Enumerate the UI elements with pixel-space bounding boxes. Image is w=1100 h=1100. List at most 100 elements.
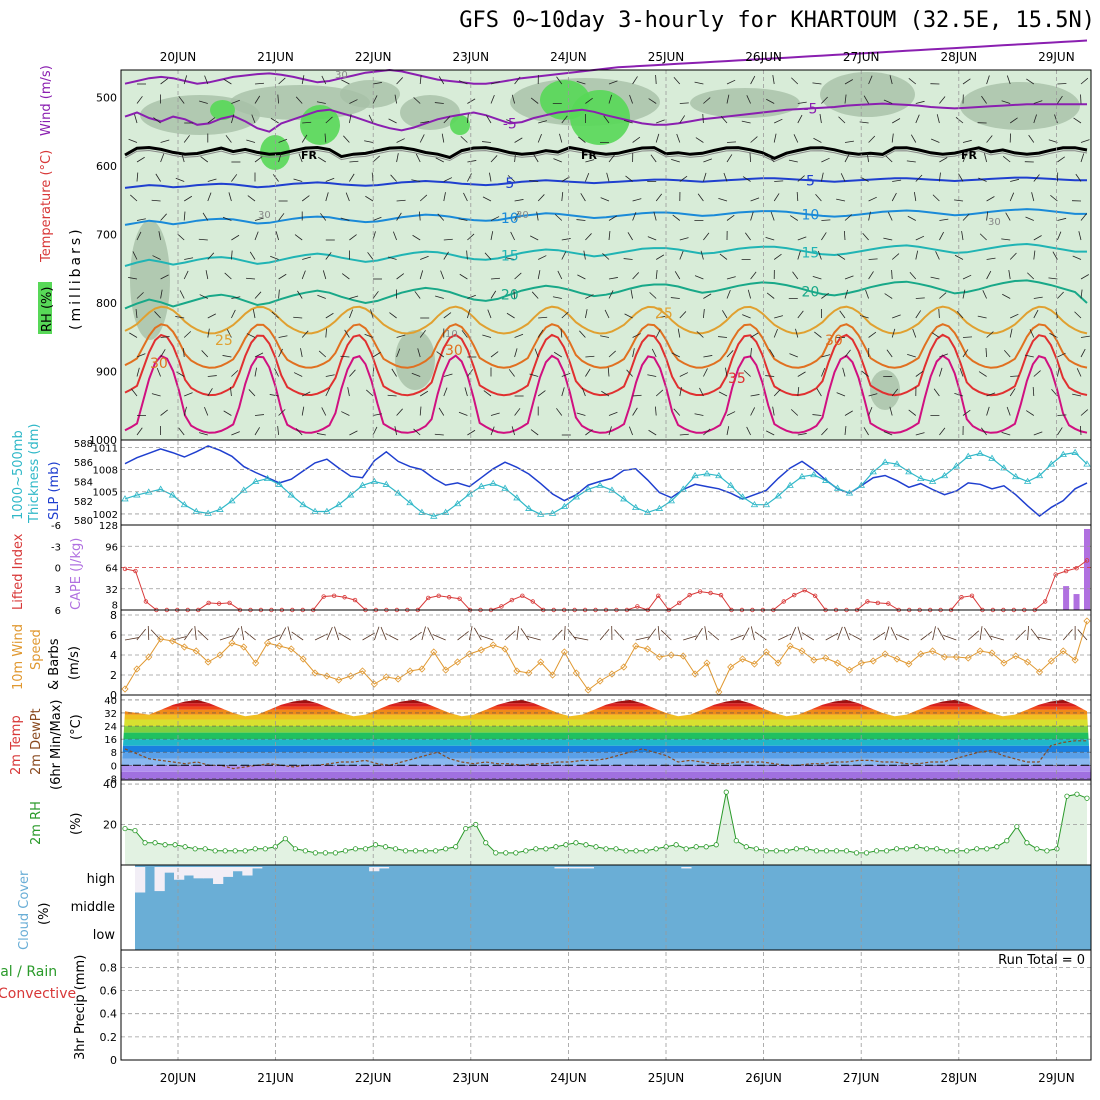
- rh-point: [873, 848, 880, 854]
- isotherm-label: 10: [802, 208, 820, 224]
- surface-wind-barb: [184, 628, 193, 641]
- wind-barb: [774, 315, 783, 319]
- wind-barb: [341, 79, 350, 85]
- rh-point: [843, 848, 850, 854]
- wind-speed-point: [477, 646, 485, 654]
- wind-barb: [844, 275, 854, 280]
- wind-speed-point: [584, 686, 592, 694]
- isotherm-line: [124, 208, 1087, 226]
- wind-barb: [533, 154, 539, 163]
- wind-barb: [440, 270, 445, 280]
- wind-barb: [341, 411, 350, 416]
- wind-barb: [797, 250, 801, 260]
- wind-barb: [1033, 174, 1040, 182]
- rh-contour-label: 30: [516, 210, 529, 221]
- wind-barb: [538, 255, 547, 260]
- wind-barb: [821, 368, 826, 377]
- wind-barb: [718, 197, 728, 202]
- rh-shading-high: [210, 100, 235, 120]
- surface-wind-barb: [172, 636, 187, 641]
- wind-barb: [606, 172, 610, 182]
- temp-band: [121, 719, 1091, 727]
- wind-barb: [484, 252, 492, 260]
- li-point: [436, 593, 441, 599]
- wind-barb: [772, 406, 775, 416]
- wind-barb: [958, 173, 964, 182]
- y-label: Speed: [29, 629, 44, 670]
- wind-barb: [419, 390, 429, 397]
- rh-point: [292, 846, 298, 852]
- wind-barb: [695, 137, 704, 143]
- wind-barb: [868, 331, 877, 338]
- wind-barb: [1003, 349, 1011, 358]
- rh-point: [984, 846, 990, 852]
- wind-barb: [132, 251, 138, 260]
- wind-barb: [482, 196, 492, 202]
- wind-barb: [962, 213, 970, 221]
- day-label-top: 24JUN: [550, 50, 587, 64]
- wind-barb: [774, 180, 784, 182]
- wind-barb: [434, 102, 444, 104]
- surface-wind-barb: [457, 631, 469, 641]
- rh-point: [633, 848, 639, 854]
- wind-barb: [231, 114, 235, 124]
- wind-barb: [228, 192, 232, 202]
- thickness-point: [845, 489, 854, 496]
- surface-wind-barb: [409, 631, 422, 641]
- wind-barb: [223, 410, 232, 416]
- wind-barb: [696, 331, 704, 338]
- surface-wind-barb: [564, 625, 566, 641]
- wind-barb: [1033, 250, 1036, 260]
- day-label-top: 23JUN: [453, 50, 490, 64]
- wind-barb: [718, 336, 728, 338]
- li-point: [812, 593, 818, 599]
- wind-barb: [1075, 173, 1082, 182]
- wind-barb: [278, 273, 287, 280]
- wind-barb: [746, 426, 751, 436]
- wind-barb: [204, 75, 209, 85]
- isotherm-label: 20: [501, 288, 519, 304]
- day-label-top: 29JUN: [1038, 50, 1075, 64]
- wind-speed-point: [905, 660, 913, 668]
- wind-barb: [774, 118, 783, 124]
- y-label: (%): [69, 813, 84, 836]
- wind-barb: [435, 295, 444, 299]
- wind-barb: [419, 270, 424, 280]
- wind-barb: [679, 251, 684, 260]
- rh-point: [382, 844, 389, 850]
- wind-barb: [861, 370, 869, 377]
- wind-barb: [1052, 251, 1058, 260]
- isotherm-label: 5: [806, 173, 815, 189]
- wind-barb: [741, 120, 751, 124]
- wind-barb: [419, 406, 422, 416]
- precip-y-tick: 0.6: [100, 985, 118, 998]
- wind-barb: [671, 158, 680, 163]
- wind-barb: [231, 296, 241, 299]
- wind-barb: [722, 310, 728, 319]
- wind-barb: [915, 370, 924, 377]
- y-label: (6hr Min/Max): [49, 700, 64, 790]
- rh-point: [573, 840, 579, 846]
- wind-barb: [1078, 231, 1082, 241]
- cape-y-tick: 8: [112, 601, 118, 612]
- wind-barb: [915, 114, 920, 124]
- wind-barb: [1031, 192, 1035, 202]
- freezing-level-line: [124, 145, 1088, 161]
- temp-band: [121, 726, 1091, 733]
- y-label: (m/s): [67, 646, 82, 680]
- wind-barb: [891, 192, 897, 202]
- wind-barb: [1009, 328, 1013, 338]
- surface-wind-barb: [520, 628, 530, 641]
- isotherm-label: 25: [655, 306, 673, 322]
- wind-barb: [156, 368, 161, 377]
- wind-barb: [302, 256, 311, 260]
- wind-barb: [577, 274, 586, 280]
- surface-wind-barb: [742, 627, 750, 641]
- y-label: RH (%): [40, 287, 55, 332]
- li-point: [457, 596, 462, 601]
- thickness-point: [121, 495, 129, 502]
- isotherm-warm-line: [124, 305, 1088, 335]
- rh-point: [1074, 791, 1080, 797]
- rh-shading-high: [300, 105, 340, 145]
- wind-barb: [1057, 414, 1067, 416]
